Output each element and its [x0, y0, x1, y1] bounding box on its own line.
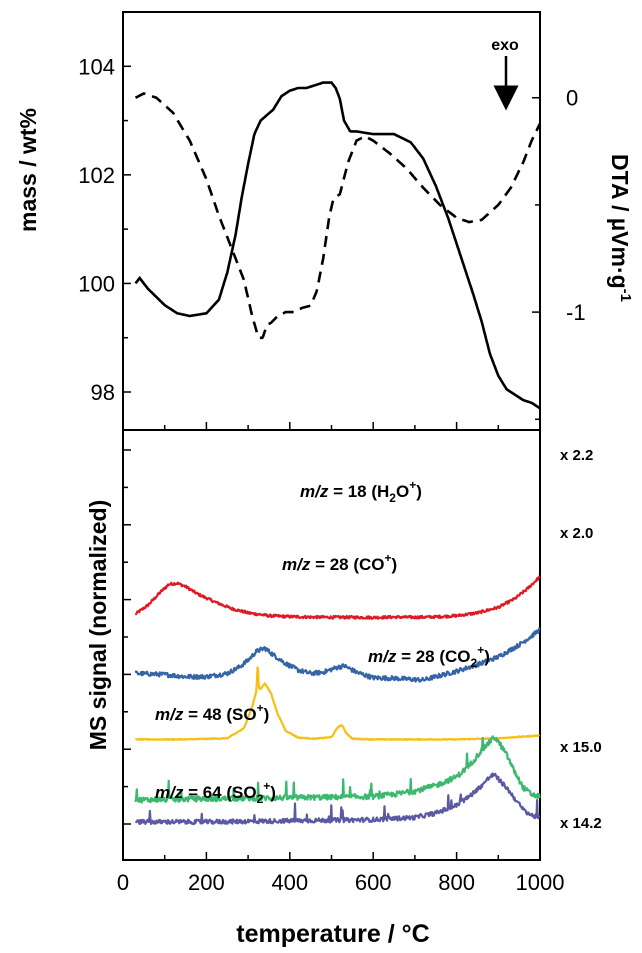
ms-curve [135, 666, 541, 741]
ms-series-label: m/z = 48 (SO+) [155, 701, 269, 724]
ms-scale-factor: x 2.0 [560, 525, 593, 542]
ms-curve [134, 735, 541, 804]
thermal-panel-frame [122, 11, 541, 431]
temperature-tick-label: 800 [438, 870, 475, 895]
thermal-curves [134, 81, 542, 410]
dta-axis-title-main: DTA / µVm·g [607, 154, 633, 289]
mass-tick-label: 98 [91, 380, 115, 405]
ms-axis-title: MS signal (normalized) [85, 500, 111, 750]
temperature-tick-label: 1000 [516, 870, 565, 895]
ms-series-label: m/z = 18 (H2O+) [300, 478, 422, 505]
plot-frame [122, 11, 541, 861]
ms-series-label: m/z = 28 (CO2+) [368, 643, 490, 670]
ms-curve [134, 575, 541, 620]
exo-annotation: exo [491, 37, 519, 54]
mass-curve [134, 81, 541, 410]
ms-curves [134, 575, 541, 826]
mass-axis-ticks: 98 100 102 104 [78, 11, 131, 405]
ms-curve [134, 772, 541, 826]
mass-tick-label: 102 [78, 163, 115, 188]
ms-scale-factor: x 2.2 [560, 447, 593, 464]
ms-series-label: m/z = 64 (SO2+) [155, 779, 276, 806]
dta-curve [134, 92, 542, 340]
ms-series-labels: m/z = 18 (H2O+) x 2.2 m/z = 28 (CO+) x 2.0 m… [155, 447, 602, 832]
mass-tick-label: 104 [78, 54, 115, 79]
dta-axis-title-superscript: -1 [617, 289, 634, 302]
ms-curve [134, 627, 541, 683]
dta-tick-label: 0 [566, 86, 578, 111]
dta-axis-title: DTA / µVm·g-1 [607, 154, 634, 302]
temperature-axis-ticks: 0 200 400 600 800 1000 [117, 422, 565, 895]
ms-series-label: m/z = 28 (CO+) [282, 551, 397, 574]
temperature-tick-label: 0 [117, 870, 129, 895]
temperature-tick-label: 600 [355, 870, 392, 895]
ms-scale-factor: x 15.0 [560, 739, 602, 756]
ms-scale-factor: x 14.2 [560, 815, 602, 832]
dta-tick-label: -1 [566, 300, 586, 325]
temperature-axis-title: temperature / °C [236, 920, 429, 948]
ms-axis-ticks [123, 449, 131, 825]
temperature-tick-label: 200 [188, 870, 225, 895]
mass-tick-label: 100 [78, 271, 115, 296]
dta-axis-ticks: 0 -1 [532, 86, 586, 421]
mass-axis-title: mass / wt% [15, 108, 41, 232]
temperature-tick-label: 400 [271, 870, 308, 895]
